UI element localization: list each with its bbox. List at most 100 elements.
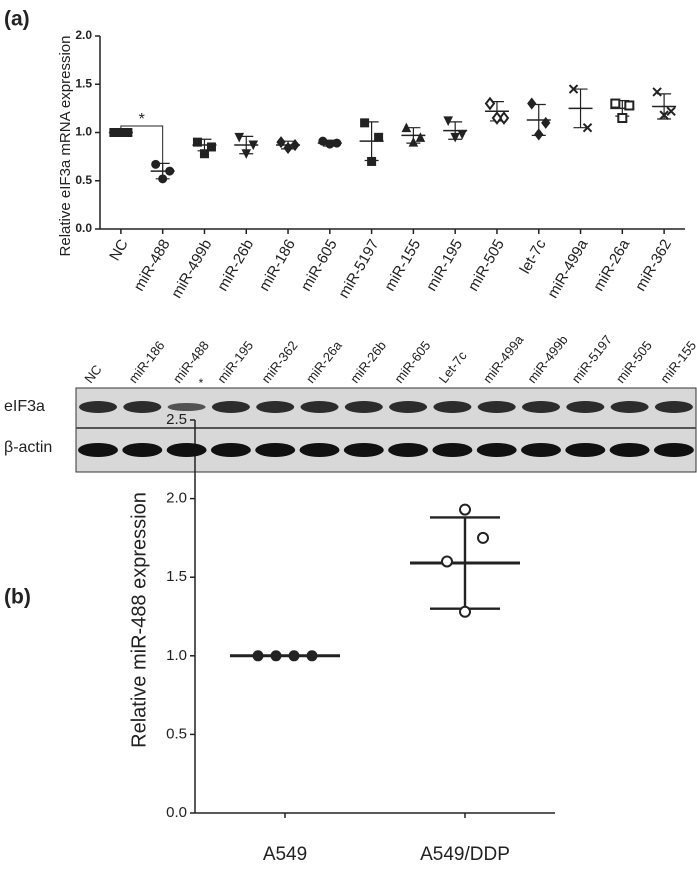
data-point <box>443 116 453 127</box>
data-point <box>192 137 202 147</box>
blot-lane-label: miR-26b <box>347 338 389 386</box>
blot-row-label: β-actin <box>4 439 52 456</box>
blot-band <box>610 401 649 413</box>
data-point <box>360 118 370 128</box>
data-point <box>290 139 300 152</box>
data-point <box>459 605 471 618</box>
x-tick-label: miR-26a <box>590 236 633 294</box>
data-point <box>367 156 377 166</box>
blot-band <box>388 443 429 457</box>
data-point <box>325 139 335 149</box>
blot-band <box>477 401 516 413</box>
blot-band <box>166 443 207 457</box>
y-tick-label: 2.0 <box>166 490 187 507</box>
data-point <box>527 97 537 110</box>
data-point <box>199 149 209 159</box>
data-point <box>252 650 264 662</box>
data-point <box>568 84 579 94</box>
blot-lane-label: Let-7c <box>436 348 470 386</box>
x-tick-label: miR-195 <box>423 236 466 294</box>
blot-lane-label: miR-186 <box>126 338 168 386</box>
data-point <box>610 98 621 109</box>
blot-band <box>432 443 473 457</box>
x-tick-label: miR-499b <box>168 236 215 301</box>
blot-lane-label: miR-605 <box>391 338 433 386</box>
data-point <box>206 142 216 152</box>
y-tick-label: 1.5 <box>166 568 187 585</box>
y-tick-label: 2.0 <box>75 28 92 42</box>
blot-band <box>389 401 428 413</box>
data-point <box>151 159 161 169</box>
x-tick-label: miR-605 <box>298 236 341 294</box>
data-point <box>306 650 318 662</box>
data-point <box>457 129 467 140</box>
blot-band <box>210 443 251 457</box>
blot-lane-label: miR-505 <box>613 338 655 386</box>
blot-lane-label: miR-5197 <box>569 332 616 386</box>
blot-lane-label: miR-362 <box>258 338 300 386</box>
data-point <box>283 141 293 154</box>
data-point <box>666 106 676 116</box>
y-tick-label: 0.5 <box>166 725 187 742</box>
blot-band <box>167 403 206 411</box>
data-point <box>270 650 282 662</box>
blot-band <box>211 401 250 413</box>
x-tick-label: miR-5197 <box>335 236 382 301</box>
blot-lane-label: miR-488 <box>170 338 212 386</box>
blot-lane-label: miR-155 <box>657 338 697 386</box>
blot-frame <box>75 387 697 473</box>
data-point <box>288 650 300 662</box>
blot-lane-label: miR-499b <box>524 332 571 386</box>
x-tick-label: miR-505 <box>465 236 508 294</box>
x-tick-label: miR-499a <box>544 236 592 301</box>
blot-band <box>299 443 340 457</box>
blot-band <box>609 443 650 457</box>
data-point <box>276 136 286 149</box>
y-tick-label: 1.0 <box>75 125 92 139</box>
data-point <box>477 531 489 544</box>
y-tick-label: 1.5 <box>75 76 92 90</box>
x-tick-label: let-7c <box>517 236 550 277</box>
data-point <box>158 174 168 184</box>
x-tick-label: miR-362 <box>632 236 675 294</box>
y-tick-label: 0.0 <box>166 804 187 821</box>
blot-band <box>300 401 339 413</box>
data-point <box>652 87 662 97</box>
blot-row-label: eIF3a <box>4 398 45 415</box>
blot-band <box>78 443 118 457</box>
panel-label: (b) <box>4 586 31 609</box>
blot-band <box>255 443 296 457</box>
data-point <box>534 128 544 141</box>
data-point <box>617 113 628 124</box>
data-point <box>624 100 635 111</box>
blot-band <box>521 443 561 457</box>
blot-band <box>566 401 605 413</box>
blot-band <box>433 401 472 413</box>
blot-band <box>654 401 693 413</box>
significance-bracket <box>120 125 164 174</box>
y-tick-label: 0.5 <box>75 173 92 187</box>
y-tick-label: 2.5 <box>166 411 187 428</box>
data-point <box>234 132 245 143</box>
blot-band <box>343 443 384 457</box>
data-point <box>491 111 503 125</box>
y-axis-label: Relative eIF3a mRNA expression <box>57 36 74 257</box>
significance-star: * <box>139 111 145 128</box>
data-point <box>248 140 259 151</box>
data-point <box>498 111 510 125</box>
y-axis-label: Relative miR-488 expression <box>128 492 150 748</box>
blot-band <box>123 401 162 413</box>
data-point <box>659 110 669 120</box>
data-point <box>241 149 252 159</box>
data-point <box>582 122 593 133</box>
blot-band <box>565 443 606 457</box>
blot-lane-label: miR-195 <box>214 338 256 386</box>
data-point <box>401 122 412 133</box>
x-tick-label: NC <box>106 236 132 263</box>
data-point <box>450 132 460 143</box>
x-tick-label: miR-186 <box>256 236 299 294</box>
y-tick-label: 1.0 <box>166 647 187 664</box>
blot-band <box>476 443 517 457</box>
blot-band <box>522 401 560 413</box>
